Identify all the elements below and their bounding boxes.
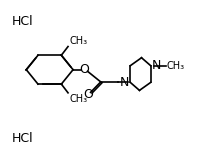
Text: N: N (152, 59, 161, 72)
Text: N: N (120, 76, 129, 89)
Text: HCl: HCl (12, 132, 33, 145)
Text: CH₃: CH₃ (167, 61, 185, 71)
Text: CH₃: CH₃ (69, 36, 87, 46)
Text: CH₃: CH₃ (69, 94, 87, 104)
Text: HCl: HCl (12, 15, 33, 28)
Text: O: O (83, 88, 93, 101)
Text: O: O (80, 63, 90, 76)
